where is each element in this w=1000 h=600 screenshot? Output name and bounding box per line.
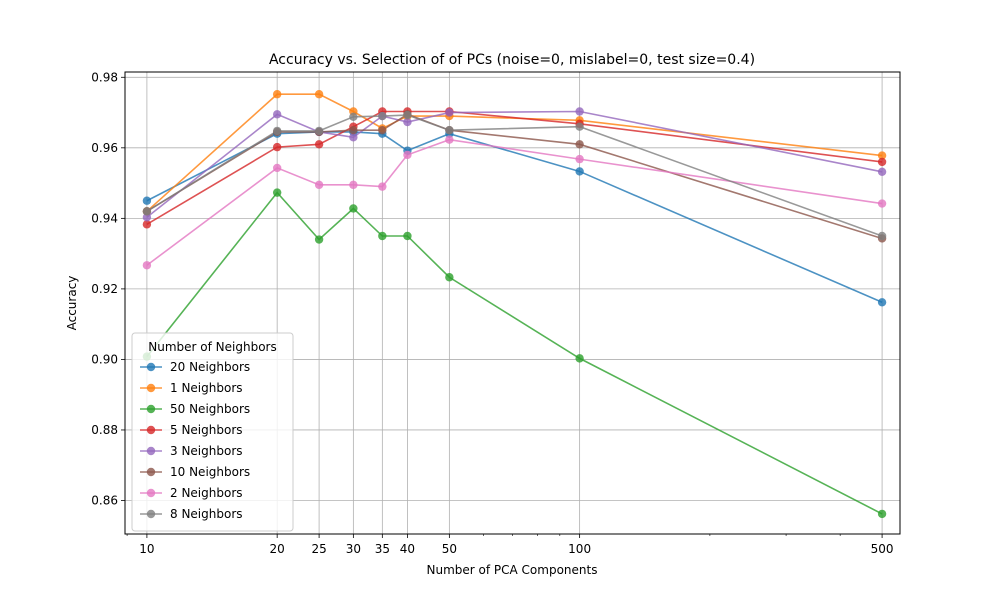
- data-point: [877, 199, 887, 208]
- data-point: [314, 126, 324, 136]
- data-point: [403, 117, 412, 127]
- data-point: [403, 150, 412, 160]
- y-tick-label: 0.90: [91, 352, 118, 366]
- y-tick-label: 0.86: [91, 493, 118, 507]
- data-point: [272, 163, 282, 173]
- data-point: [349, 204, 358, 213]
- series-points: [142, 90, 887, 519]
- y-axis: 0.86 0.88 0.90 0.92 0.94 0.96 0.98: [91, 70, 125, 507]
- y-tick-label: 0.94: [91, 211, 118, 225]
- x-tick-label: 100: [568, 542, 591, 556]
- legend-entry-label: 2 Neighbors: [170, 486, 243, 500]
- legend-box: [131, 332, 294, 532]
- data-point: [272, 142, 282, 152]
- data-point: [349, 133, 358, 142]
- y-tick-label: 0.92: [91, 282, 118, 296]
- data-point: [272, 188, 282, 197]
- data-point: [349, 125, 358, 135]
- legend-swatch-marker: [146, 362, 156, 372]
- data-point: [403, 110, 412, 120]
- data-point: [445, 108, 454, 117]
- legend-swatch-marker: [146, 509, 156, 519]
- x-tick-label: 500: [871, 542, 894, 556]
- data-point: [142, 207, 152, 216]
- data-point: [142, 261, 152, 270]
- legend-swatch-marker: [146, 425, 156, 435]
- data-point: [349, 180, 358, 190]
- legend-entry-label: 20 Neighbors: [170, 360, 250, 374]
- data-point: [575, 107, 584, 116]
- legend: Number of Neighbors 20 Neighbors 1 Neighbo…: [131, 332, 294, 532]
- data-point: [142, 196, 152, 205]
- data-point: [142, 220, 152, 229]
- data-point: [445, 125, 454, 135]
- data-point: [378, 125, 387, 135]
- x-axis: 10 20 25 30 35 40 50 100 500: [126, 534, 894, 556]
- legend-swatch-marker: [146, 446, 156, 456]
- data-point: [575, 154, 584, 164]
- legend-title: Number of Neighbors: [148, 340, 276, 354]
- data-point: [575, 167, 584, 176]
- data-point: [378, 111, 387, 121]
- legend-swatch-marker: [146, 488, 156, 498]
- legend-entry-label: 1 Neighbors: [170, 381, 243, 395]
- data-point: [877, 167, 887, 177]
- legend-swatch-marker: [146, 467, 156, 477]
- data-point: [314, 90, 324, 99]
- legend-entry-label: 5 Neighbors: [170, 423, 243, 437]
- data-point: [877, 157, 887, 167]
- legend-entry-label: 3 Neighbors: [170, 444, 243, 458]
- data-point: [445, 273, 454, 282]
- data-point: [314, 235, 324, 244]
- data-point: [314, 140, 324, 149]
- legend-swatch-marker: [146, 383, 156, 393]
- x-tick-label: 50: [442, 542, 457, 556]
- legend-entry-label: 50 Neighbors: [170, 402, 250, 416]
- data-point: [272, 110, 282, 119]
- x-tick-label: 30: [346, 542, 361, 556]
- data-point: [272, 90, 282, 99]
- data-point: [575, 140, 584, 149]
- x-tick-label: 20: [270, 542, 285, 556]
- data-point: [272, 126, 282, 136]
- data-point: [445, 135, 454, 144]
- data-point: [877, 509, 887, 519]
- legend-swatch-marker: [146, 404, 156, 414]
- x-tick-label: 25: [311, 542, 326, 556]
- y-axis-label: Accuracy: [65, 276, 79, 331]
- y-tick-label: 0.88: [91, 423, 118, 437]
- x-tick-label: 35: [375, 542, 390, 556]
- legend-entry-label: 10 Neighbors: [170, 465, 250, 479]
- data-point: [314, 180, 324, 190]
- data-point: [378, 231, 387, 241]
- y-tick-label: 0.98: [91, 70, 118, 84]
- chart-title: Accuracy vs. Selection of of PCs (noise=…: [269, 52, 755, 68]
- x-axis-label: Number of PCA Components: [427, 563, 598, 577]
- data-point: [349, 112, 358, 121]
- data-point: [877, 151, 887, 160]
- data-point: [575, 354, 584, 363]
- x-tick-label: 40: [400, 542, 415, 556]
- data-point: [403, 231, 412, 241]
- data-point: [877, 231, 887, 241]
- y-tick-label: 0.96: [91, 141, 118, 155]
- data-point: [877, 298, 887, 307]
- grid: [125, 72, 900, 534]
- data-point: [378, 182, 387, 191]
- data-point: [142, 213, 152, 222]
- legend-entry-label: 8 Neighbors: [170, 507, 243, 521]
- data-point: [575, 122, 584, 131]
- x-tick-label: 10: [139, 542, 154, 556]
